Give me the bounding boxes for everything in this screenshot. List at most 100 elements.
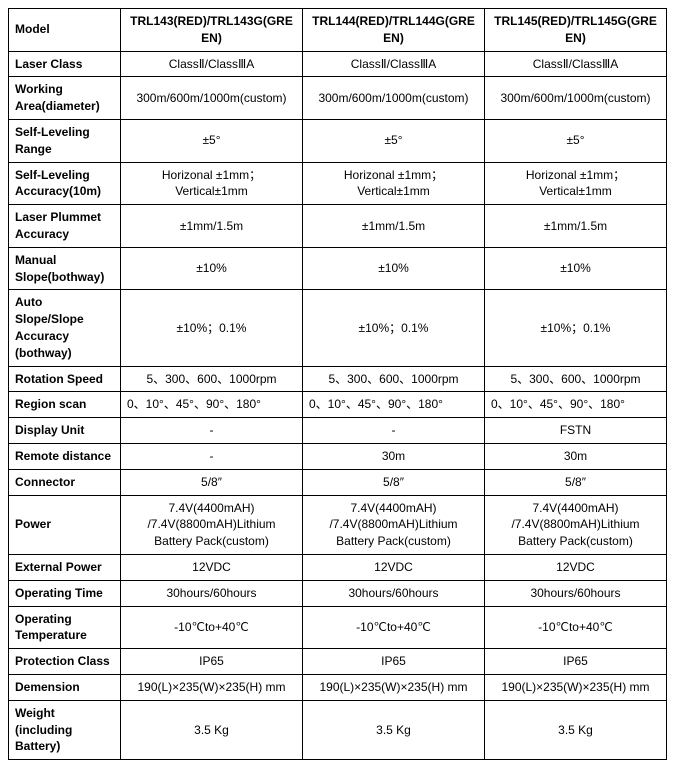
table-header-row: Model TRL143(RED)/TRL143G(GREEN) TRL144(… <box>9 9 667 52</box>
cell-value: - <box>121 418 303 444</box>
cell-value: 5/8″ <box>485 469 667 495</box>
cell-value: Horizonal ±1mm；Vertical±1mm <box>303 162 485 205</box>
row-label: Connector <box>9 469 121 495</box>
cell-value: ClassⅡ/ClassⅢA <box>121 51 303 77</box>
table-body: Laser ClassClassⅡ/ClassⅢAClassⅡ/ClassⅢAC… <box>9 51 667 760</box>
model-header-2: TRL145(RED)/TRL145G(GREEN) <box>485 9 667 52</box>
table-row: Self-Leveling Range±5°±5°±5° <box>9 119 667 162</box>
cell-value: 30hours/60hours <box>303 580 485 606</box>
table-row: Laser Plummet Accuracy±1mm/1.5m±1mm/1.5m… <box>9 205 667 248</box>
table-row: Connector5/8″5/8″5/8″ <box>9 469 667 495</box>
table-row: Region scan0、10°、45°、90°、180°0、10°、45°、9… <box>9 392 667 418</box>
cell-value: 30hours/60hours <box>121 580 303 606</box>
cell-value: 0、10°、45°、90°、180° <box>121 392 303 418</box>
cell-value: ±5° <box>303 119 485 162</box>
model-header-1: TRL144(RED)/TRL144G(GREEN) <box>303 9 485 52</box>
cell-value: - <box>303 418 485 444</box>
cell-value: 12VDC <box>485 554 667 580</box>
cell-value: 300m/600m/1000m(custom) <box>485 77 667 120</box>
row-label: Display Unit <box>9 418 121 444</box>
cell-value: 30m <box>485 443 667 469</box>
row-label: External Power <box>9 554 121 580</box>
row-label: Laser Class <box>9 51 121 77</box>
table-row: Rotation Speed5、300、600、1000rpm5、300、600… <box>9 366 667 392</box>
table-row: Manual Slope(bothway)±10%±10%±10% <box>9 247 667 290</box>
row-label: Remote distance <box>9 443 121 469</box>
cell-value: 7.4V(4400mAH) /7.4V(8800mAH)Lithium Batt… <box>485 495 667 554</box>
cell-value: ±5° <box>485 119 667 162</box>
cell-value: 7.4V(4400mAH) /7.4V(8800mAH)Lithium Batt… <box>303 495 485 554</box>
row-label: Demension <box>9 674 121 700</box>
spec-table: Model TRL143(RED)/TRL143G(GREEN) TRL144(… <box>8 8 667 760</box>
cell-value: ±1mm/1.5m <box>121 205 303 248</box>
cell-value: 190(L)×235(W)×235(H) mm <box>121 674 303 700</box>
table-row: Demension190(L)×235(W)×235(H) mm190(L)×2… <box>9 674 667 700</box>
row-label: Laser Plummet Accuracy <box>9 205 121 248</box>
cell-value: ClassⅡ/ClassⅢA <box>303 51 485 77</box>
cell-value: 5、300、600、1000rpm <box>485 366 667 392</box>
cell-value: IP65 <box>303 649 485 675</box>
cell-value: 5/8″ <box>303 469 485 495</box>
cell-value: 3.5 Kg <box>303 700 485 759</box>
cell-value: 190(L)×235(W)×235(H) mm <box>485 674 667 700</box>
row-label: Auto Slope/Slope Accuracy (bothway) <box>9 290 121 366</box>
row-label: Operating Time <box>9 580 121 606</box>
cell-value: ±1mm/1.5m <box>303 205 485 248</box>
cell-value: -10℃to+40℃ <box>303 606 485 649</box>
table-row: Self-Leveling Accuracy(10m)Horizonal ±1m… <box>9 162 667 205</box>
cell-value: ±10%；0.1% <box>485 290 667 366</box>
cell-value: 0、10°、45°、90°、180° <box>485 392 667 418</box>
row-label: Self-Leveling Accuracy(10m) <box>9 162 121 205</box>
cell-value: -10℃to+40℃ <box>485 606 667 649</box>
cell-value: ±10% <box>303 247 485 290</box>
table-row: Laser ClassClassⅡ/ClassⅢAClassⅡ/ClassⅢAC… <box>9 51 667 77</box>
row-label: Region scan <box>9 392 121 418</box>
cell-value: 5、300、600、1000rpm <box>121 366 303 392</box>
cell-value: 12VDC <box>121 554 303 580</box>
row-label: Working Area(diameter) <box>9 77 121 120</box>
row-label: Protection Class <box>9 649 121 675</box>
row-label: Manual Slope(bothway) <box>9 247 121 290</box>
cell-value: ±10% <box>121 247 303 290</box>
cell-value: 5、300、600、1000rpm <box>303 366 485 392</box>
cell-value: ±1mm/1.5m <box>485 205 667 248</box>
row-label: Self-Leveling Range <box>9 119 121 162</box>
cell-value: 3.5 Kg <box>485 700 667 759</box>
table-row: Operating Time30hours/60hours30hours/60h… <box>9 580 667 606</box>
row-label: Operating Temperature <box>9 606 121 649</box>
cell-value: ±5° <box>121 119 303 162</box>
cell-value: IP65 <box>121 649 303 675</box>
cell-value: 12VDC <box>303 554 485 580</box>
cell-value: - <box>121 443 303 469</box>
cell-value: Horizonal ±1mm；Vertical±1mm <box>121 162 303 205</box>
cell-value: 300m/600m/1000m(custom) <box>121 77 303 120</box>
table-row: Power7.4V(4400mAH) /7.4V(8800mAH)Lithium… <box>9 495 667 554</box>
table-row: Working Area(diameter)300m/600m/1000m(cu… <box>9 77 667 120</box>
header-label: Model <box>9 9 121 52</box>
table-row: Auto Slope/Slope Accuracy (bothway)±10%；… <box>9 290 667 366</box>
model-header-0: TRL143(RED)/TRL143G(GREEN) <box>121 9 303 52</box>
cell-value: ±10%；0.1% <box>121 290 303 366</box>
cell-value: 190(L)×235(W)×235(H) mm <box>303 674 485 700</box>
cell-value: 30m <box>303 443 485 469</box>
table-row: Display Unit--FSTN <box>9 418 667 444</box>
cell-value: 0、10°、45°、90°、180° <box>303 392 485 418</box>
cell-value: 3.5 Kg <box>121 700 303 759</box>
cell-value: Horizonal ±1mm；Vertical±1mm <box>485 162 667 205</box>
table-row: Protection ClassIP65IP65IP65 <box>9 649 667 675</box>
cell-value: ClassⅡ/ClassⅢA <box>485 51 667 77</box>
table-row: Operating Temperature-10℃to+40℃-10℃to+40… <box>9 606 667 649</box>
cell-value: FSTN <box>485 418 667 444</box>
table-row: Remote distance-30m30m <box>9 443 667 469</box>
table-row: Weight (including Battery)3.5 Kg3.5 Kg3.… <box>9 700 667 759</box>
cell-value: ±10%；0.1% <box>303 290 485 366</box>
row-label: Weight (including Battery) <box>9 700 121 759</box>
table-row: External Power12VDC12VDC12VDC <box>9 554 667 580</box>
cell-value: -10℃to+40℃ <box>121 606 303 649</box>
cell-value: ±10% <box>485 247 667 290</box>
cell-value: 5/8″ <box>121 469 303 495</box>
cell-value: 7.4V(4400mAH) /7.4V(8800mAH)Lithium Batt… <box>121 495 303 554</box>
cell-value: 30hours/60hours <box>485 580 667 606</box>
cell-value: IP65 <box>485 649 667 675</box>
row-label: Rotation Speed <box>9 366 121 392</box>
